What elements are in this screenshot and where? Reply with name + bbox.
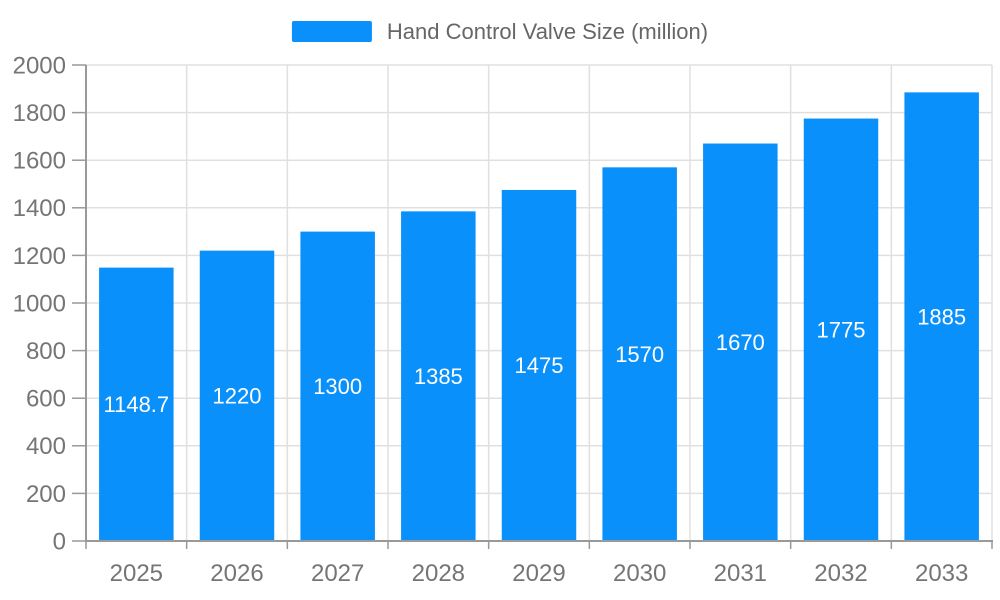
x-axis-label: 2028 bbox=[412, 560, 465, 587]
x-axis-label: 2029 bbox=[512, 560, 565, 587]
x-axis-label: 2025 bbox=[110, 560, 163, 587]
y-axis-label: 1000 bbox=[13, 290, 66, 317]
bar-2033[interactable] bbox=[904, 92, 979, 542]
y-axis-label: 400 bbox=[26, 433, 66, 460]
y-axis-label: 0 bbox=[53, 528, 66, 555]
y-axis-label: 1400 bbox=[13, 195, 66, 222]
y-axis-label: 600 bbox=[26, 386, 66, 413]
y-axis-label: 1800 bbox=[13, 100, 66, 127]
x-axis-label: 2026 bbox=[210, 560, 263, 587]
value-label: 1385 bbox=[414, 364, 463, 389]
value-label: 1670 bbox=[716, 330, 765, 355]
bar-2030[interactable] bbox=[602, 167, 677, 541]
bar-2028[interactable] bbox=[401, 211, 476, 541]
bar-2032[interactable] bbox=[803, 118, 879, 542]
y-axis-label: 800 bbox=[26, 338, 66, 365]
x-axis-label: 2032 bbox=[814, 560, 867, 587]
y-axis-label: 200 bbox=[26, 481, 66, 508]
x-axis-label: 2027 bbox=[311, 560, 364, 587]
legend-item[interactable]: Hand Control Valve Size (million) bbox=[291, 19, 709, 44]
value-label: 1885 bbox=[917, 304, 966, 329]
bar-2026[interactable] bbox=[199, 250, 275, 541]
y-axis-label: 2000 bbox=[13, 52, 66, 79]
x-axis-label: 2031 bbox=[714, 560, 767, 587]
value-label: 1475 bbox=[515, 353, 564, 378]
legend-label: Hand Control Valve Size (million) bbox=[386, 19, 709, 44]
x-axis-label: 2030 bbox=[613, 560, 666, 587]
value-label: 1220 bbox=[213, 384, 262, 409]
bar-2025[interactable] bbox=[99, 267, 174, 541]
bar-2031[interactable] bbox=[703, 143, 778, 542]
bar-2027[interactable] bbox=[300, 231, 375, 541]
bar-2029[interactable] bbox=[501, 189, 577, 541]
x-axis-label: 2033 bbox=[915, 560, 968, 587]
value-label: 1775 bbox=[817, 317, 866, 342]
y-axis-label: 1600 bbox=[13, 148, 66, 175]
value-label: 1300 bbox=[313, 374, 362, 399]
legend-swatch bbox=[291, 21, 372, 42]
value-label: 1570 bbox=[615, 342, 664, 367]
value-label: 1148.7 bbox=[104, 392, 170, 417]
y-axis-label: 1200 bbox=[13, 243, 66, 270]
